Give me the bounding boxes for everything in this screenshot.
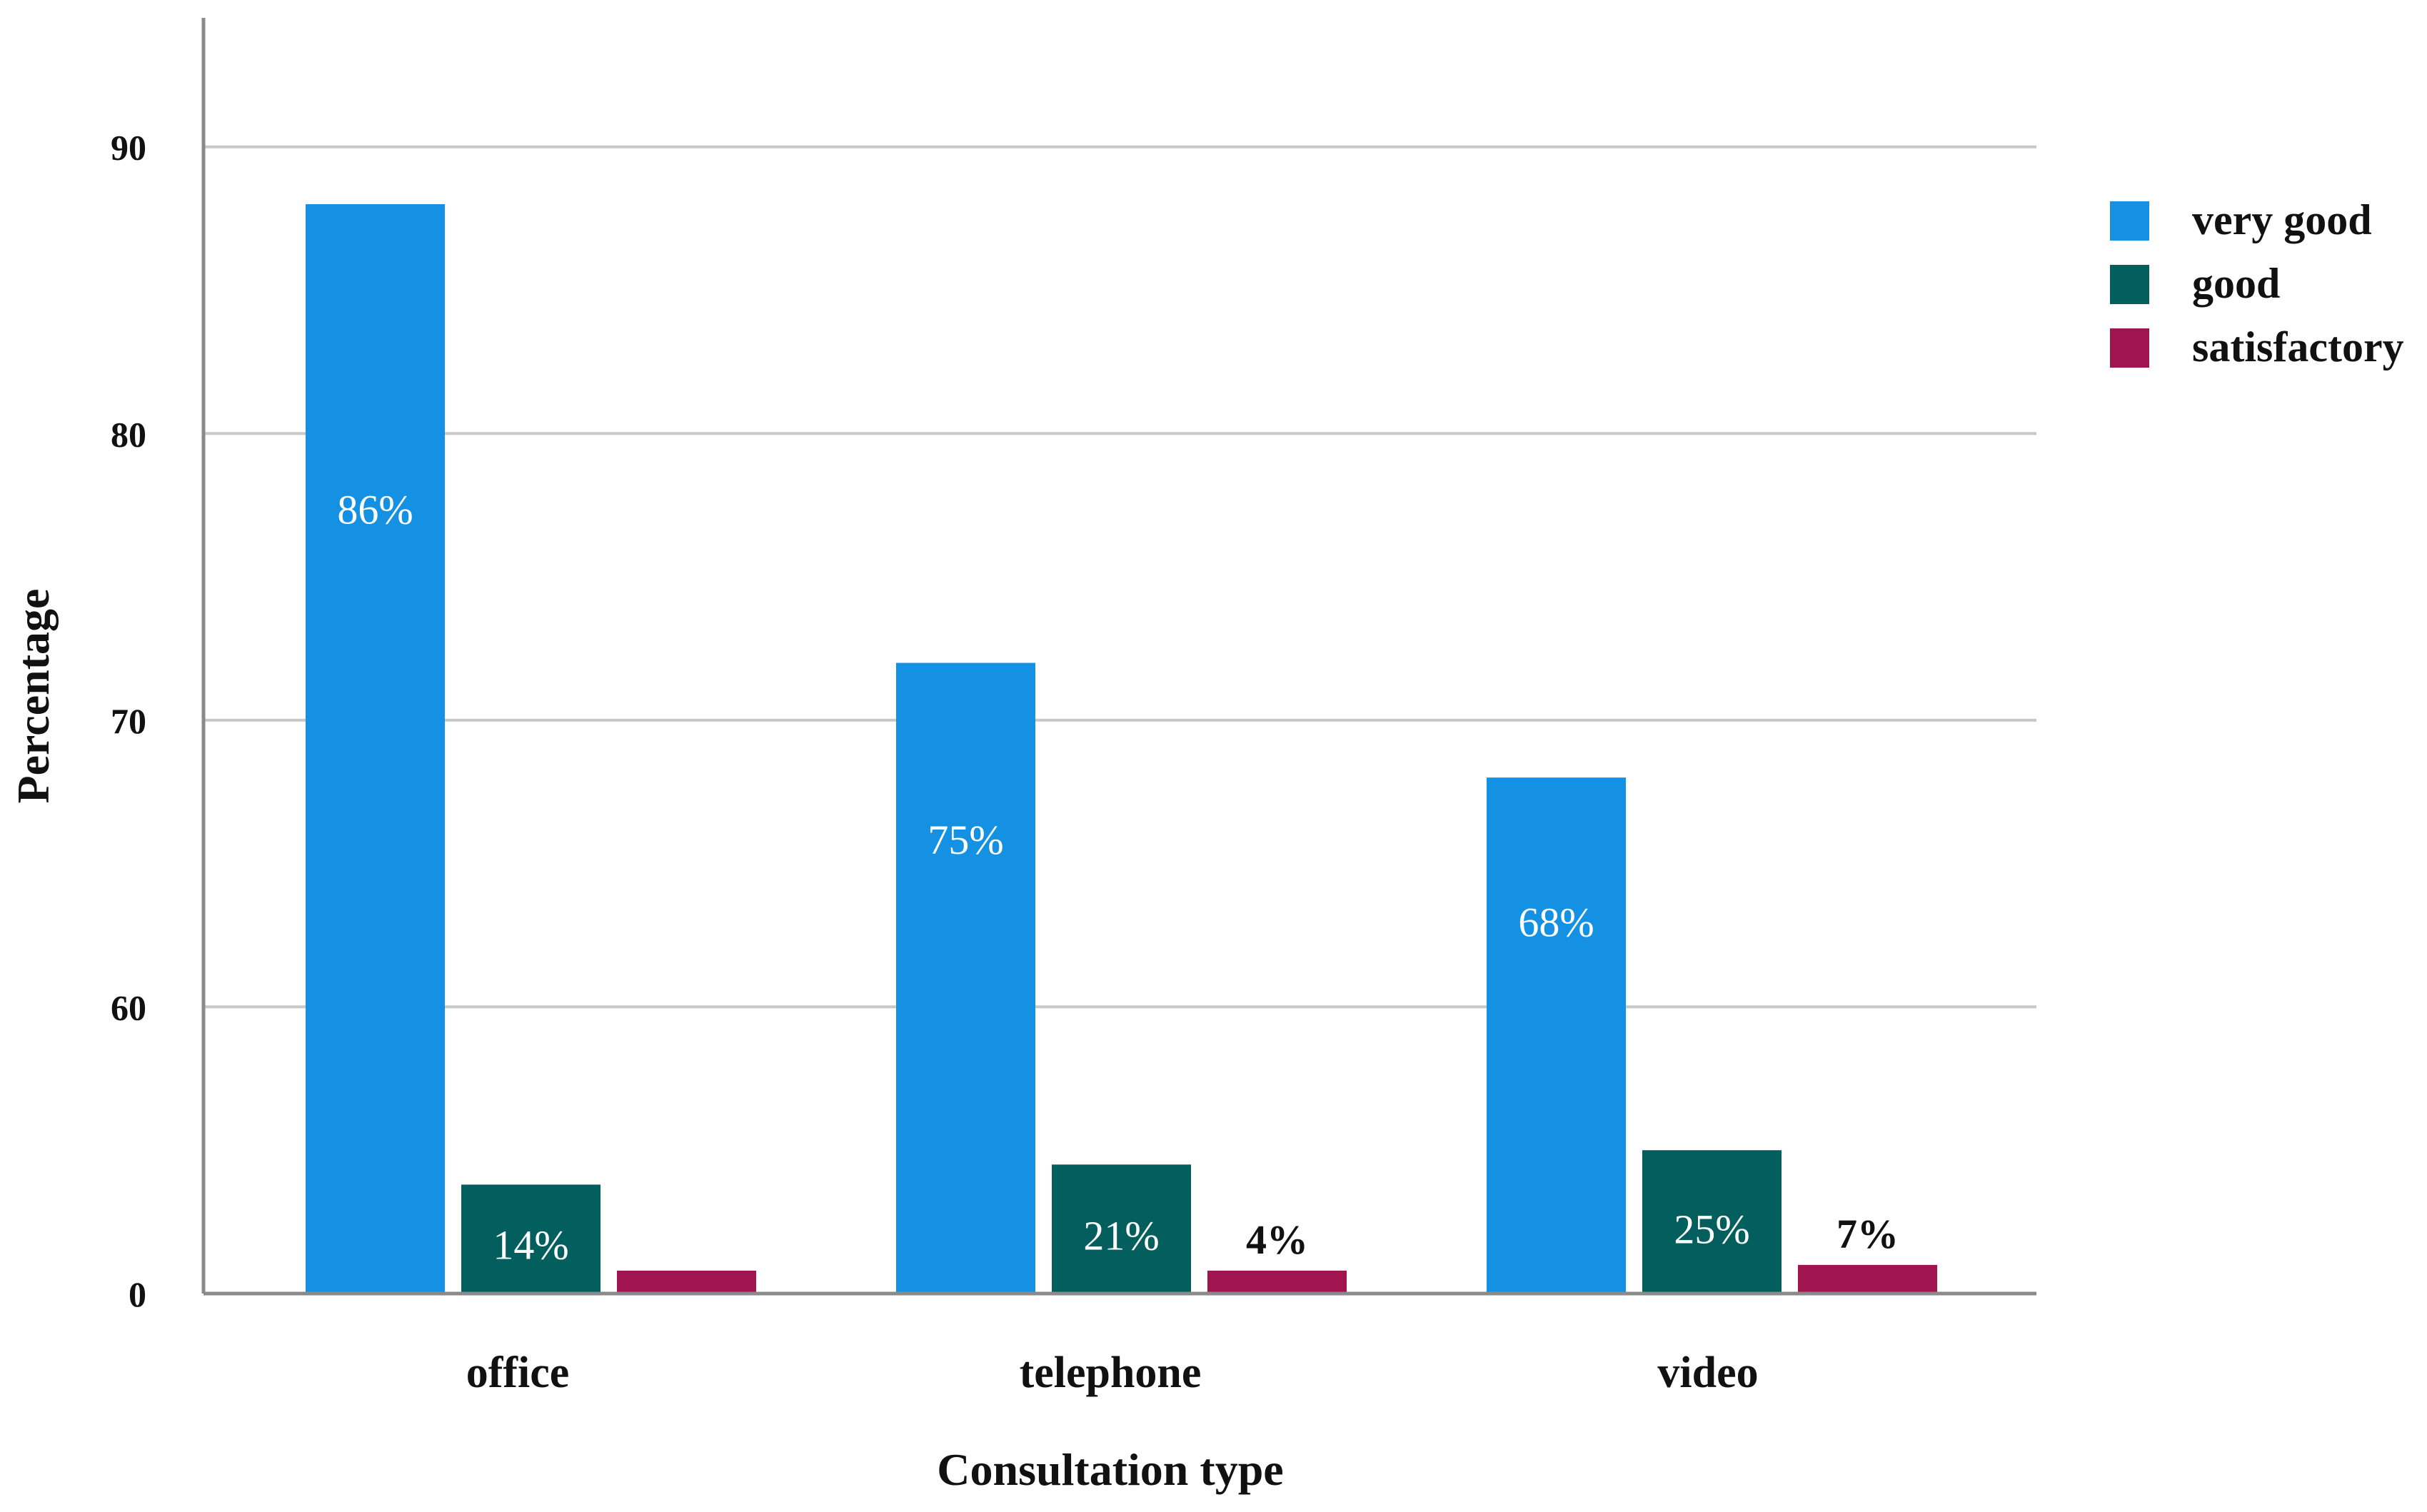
bar-very-good-office [306, 204, 445, 1294]
legend-label-very-good: very good [2192, 196, 2372, 243]
y-axis-title: Percentage [8, 589, 59, 804]
legend-label-satisfactory: satisfactory [2192, 323, 2404, 371]
x-category-label: office [466, 1349, 570, 1397]
data-label-good-video: 25% [1674, 1206, 1749, 1253]
bars [306, 204, 1937, 1294]
y-tick-label: 70 [111, 701, 146, 741]
legend-swatch-satisfactory [2110, 328, 2149, 368]
bar-good-office [461, 1184, 601, 1294]
y-tick-label: 60 [111, 987, 146, 1027]
bar-satisfactory-video [1798, 1264, 1937, 1294]
x-category-label: video [1657, 1349, 1758, 1397]
legend-label-good: good [2192, 260, 2280, 307]
bar-good-telephone [1052, 1164, 1191, 1294]
x-category-label: telephone [1020, 1349, 1202, 1397]
x-axis-title: Consultation type [937, 1444, 1283, 1495]
data-label-very-good-office: 86% [337, 486, 413, 533]
data-label-satisfactory-video: 7% [1836, 1211, 1899, 1257]
y-tick-label: 0 [129, 1274, 146, 1314]
axes: 90 80 70 60 0 office telephone video [111, 18, 2036, 1397]
bar-satisfactory-office [617, 1270, 756, 1294]
data-label-very-good-video: 68% [1518, 899, 1594, 946]
bar-good-video [1642, 1150, 1782, 1294]
y-tick-label: 80 [111, 414, 146, 454]
bar-very-good-video [1487, 777, 1626, 1294]
legend-swatch-good [2110, 265, 2149, 304]
y-tick-label: 90 [111, 128, 146, 168]
data-label-satisfactory-telephone: 4% [1246, 1216, 1308, 1263]
data-labels: 86% 14% 75% 21% 4% 68% 25% 7% [337, 486, 1899, 1268]
data-label-good-telephone: 21% [1083, 1213, 1159, 1259]
data-label-good-office: 14% [493, 1221, 568, 1268]
bar-satisfactory-telephone [1207, 1270, 1347, 1294]
gridlines [203, 145, 2036, 1009]
data-label-very-good-telephone: 75% [928, 817, 1003, 863]
bar-very-good-telephone [896, 662, 1035, 1294]
legend-swatch-very-good [2110, 201, 2149, 241]
legend: very good good satisfactory [2110, 196, 2404, 371]
